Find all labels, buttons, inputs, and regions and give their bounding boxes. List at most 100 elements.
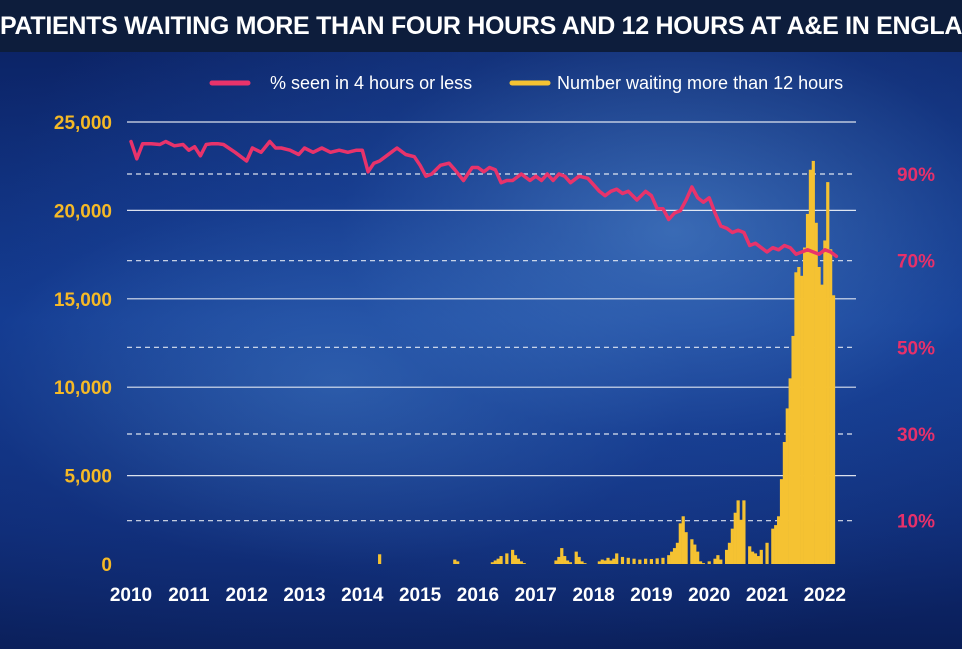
bar-77 (800, 275, 804, 564)
right-tick-label-70: 70% (897, 252, 935, 273)
legend: % seen in 4 hours or less Number waiting… (209, 73, 843, 93)
bar-54 (724, 549, 729, 564)
bar-41 (675, 542, 680, 564)
bar-71 (782, 442, 786, 564)
x-tick-label-2022: 2022 (804, 585, 846, 606)
bar-45 (690, 539, 694, 564)
left-tick-label-0: 0 (101, 555, 112, 576)
right-tick-label-90: 90% (897, 165, 935, 186)
bar-59 (739, 519, 743, 564)
bar-15 (560, 548, 564, 564)
bar-52 (716, 555, 720, 564)
bar-84 (820, 284, 824, 564)
legend-label-4-hours: % seen in 4 hours or less (270, 73, 472, 93)
x-tick-label-2016: 2016 (457, 585, 499, 606)
bar-19 (574, 551, 578, 564)
bar-7 (505, 553, 509, 564)
bar-40 (672, 548, 677, 564)
x-tick-label-2013: 2013 (283, 585, 325, 606)
bar-79 (805, 213, 810, 564)
bar-16 (563, 556, 567, 564)
bar-24 (600, 559, 604, 564)
x-tick-label-2014: 2014 (341, 585, 384, 606)
bar-64 (756, 556, 760, 564)
bar-27 (609, 560, 613, 564)
bar-78 (803, 247, 807, 564)
bar-12 (522, 563, 526, 564)
gridlines (127, 121, 856, 522)
bar-0 (378, 554, 382, 564)
bar-61 (748, 546, 752, 564)
bar-74 (791, 335, 795, 564)
bar-26 (606, 557, 610, 564)
chart: 0 5,000 10,000 15,000 20,000 25,000 10% 30% 50% 7… (54, 73, 935, 606)
bar-series-12-hours (378, 160, 836, 564)
bar-88 (831, 295, 836, 564)
bar-14 (557, 556, 561, 564)
bar-4 (493, 560, 497, 564)
bar-49 (701, 563, 706, 564)
bar-39 (670, 551, 674, 564)
line-4-hours (129, 139, 839, 259)
bar-70 (779, 479, 784, 564)
bar-21 (580, 561, 584, 564)
bar-76 (797, 266, 801, 564)
x-tick-label-2010: 2010 (110, 585, 152, 606)
bar-11 (519, 561, 523, 564)
bar-83 (817, 266, 821, 564)
x-tick-label-2020: 2020 (688, 585, 730, 606)
bar-18 (568, 562, 573, 564)
bar-22 (583, 563, 587, 564)
bar-86 (826, 182, 830, 564)
x-tick-label-2019: 2019 (630, 585, 672, 606)
left-tick-label-5000: 5,000 (64, 467, 112, 488)
bar-62 (750, 551, 755, 564)
bar-32 (632, 558, 636, 564)
bar-37 (661, 557, 665, 564)
bar-43 (681, 516, 685, 564)
bar-51 (713, 558, 717, 564)
legend-label-12-hours: Number waiting more than 12 hours (557, 73, 843, 93)
x-tick-label-2015: 2015 (399, 585, 442, 606)
right-tick-label-10: 10% (897, 512, 935, 533)
bar-67 (771, 528, 775, 564)
bar-10 (516, 558, 521, 564)
axes: 0 5,000 10,000 15,000 20,000 25,000 10% 30% 50% 7… (54, 113, 935, 606)
bar-5 (496, 558, 500, 564)
bar-75 (794, 272, 798, 564)
x-tick-label-2011: 2011 (168, 585, 210, 606)
bar-66 (765, 542, 769, 564)
bar-2 (456, 561, 460, 564)
bar-57 (733, 512, 737, 564)
bar-17 (565, 560, 570, 564)
bar-36 (655, 558, 659, 564)
bar-65 (759, 549, 763, 564)
bar-1 (453, 559, 457, 564)
bar-33 (638, 559, 642, 564)
bar-8 (511, 549, 515, 564)
bar-23 (597, 561, 601, 564)
right-tick-label-30: 30% (897, 425, 935, 446)
bar-42 (678, 523, 682, 564)
left-tick-label-15000: 15,000 (54, 290, 112, 311)
x-tick-label-2017: 2017 (515, 585, 557, 606)
bar-47 (696, 551, 700, 564)
bar-38 (667, 555, 671, 564)
bar-48 (698, 561, 703, 564)
bar-63 (753, 553, 758, 564)
bar-25 (603, 560, 607, 564)
x-tick-label-2018: 2018 (572, 585, 614, 606)
bar-9 (513, 555, 518, 564)
bar-34 (644, 558, 648, 564)
bar-13 (554, 560, 558, 564)
bar-46 (693, 544, 697, 564)
bar-68 (774, 525, 778, 564)
line-series-4-hours (129, 139, 839, 259)
bar-58 (736, 500, 740, 564)
bar-50 (707, 561, 711, 564)
bar-81 (811, 160, 815, 564)
left-tick-label-10000: 10,000 (54, 378, 112, 399)
bar-56 (730, 528, 734, 564)
left-tick-label-25000: 25,000 (54, 113, 112, 134)
